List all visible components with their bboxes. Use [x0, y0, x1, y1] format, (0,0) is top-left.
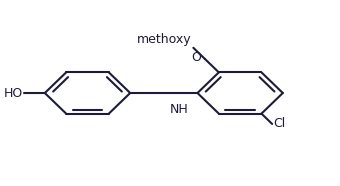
Text: HO: HO — [4, 86, 23, 100]
Text: Cl: Cl — [273, 117, 286, 130]
Text: O: O — [192, 52, 202, 65]
Text: NH: NH — [170, 103, 189, 116]
Text: methoxy: methoxy — [137, 33, 192, 46]
